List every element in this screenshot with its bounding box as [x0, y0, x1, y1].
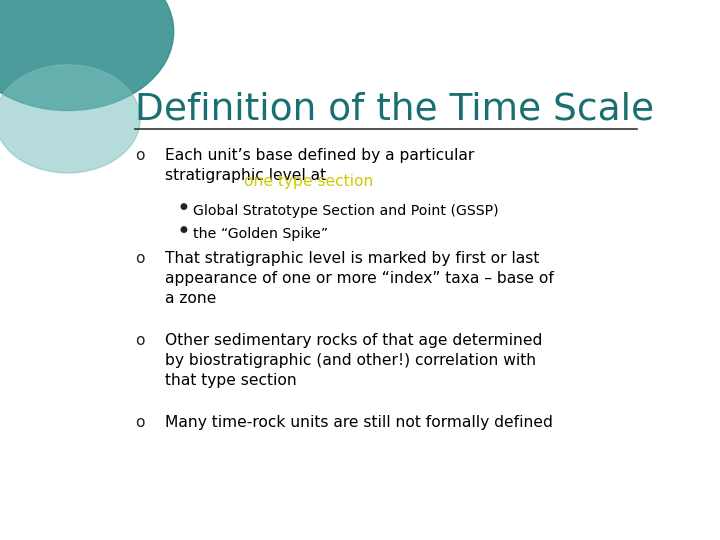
Text: o: o: [135, 148, 145, 163]
Text: the “Golden Spike”: the “Golden Spike”: [193, 227, 328, 241]
Text: ●: ●: [179, 225, 187, 234]
Text: Many time-rock units are still not formally defined: Many time-rock units are still not forma…: [166, 415, 553, 430]
Text: o: o: [135, 333, 145, 348]
Text: That stratigraphic level is marked by first or last
appearance of one or more “i: That stratigraphic level is marked by fi…: [166, 252, 554, 306]
Text: one type section: one type section: [244, 174, 374, 189]
Circle shape: [0, 0, 174, 111]
Text: Definition of the Time Scale: Definition of the Time Scale: [135, 92, 654, 128]
Text: Other sedimentary rocks of that age determined
by biostratigraphic (and other!) : Other sedimentary rocks of that age dete…: [166, 333, 543, 388]
Text: Global Stratotype Section and Point (GSSP): Global Stratotype Section and Point (GSS…: [193, 204, 499, 218]
Circle shape: [0, 65, 140, 173]
Text: o: o: [135, 415, 145, 430]
Text: o: o: [135, 252, 145, 266]
Text: ●: ●: [179, 202, 187, 211]
Text: Each unit’s base defined by a particular
stratigraphic level at: Each unit’s base defined by a particular…: [166, 148, 474, 183]
